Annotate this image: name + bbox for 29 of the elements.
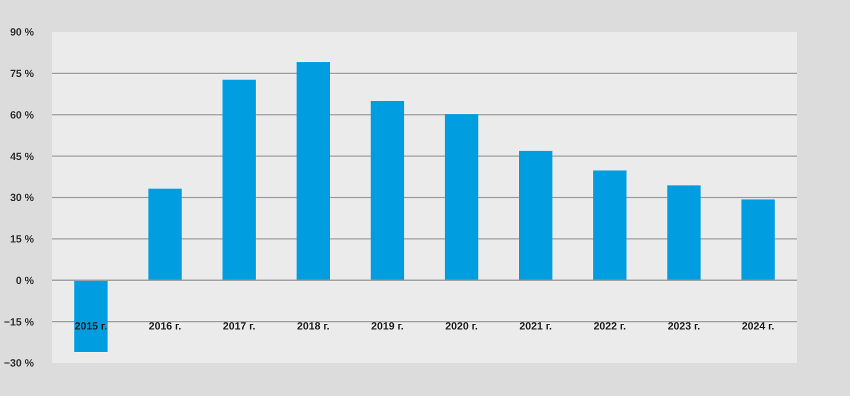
x-tick-label: 2024 г.: [742, 320, 774, 332]
y-tick-label: 15 %: [10, 234, 35, 246]
bar: [444, 114, 478, 280]
bar: [74, 280, 108, 352]
y-tick-label: 45 %: [10, 150, 35, 163]
y-tick-label: 30 %: [10, 192, 35, 204]
x-tick-label: 2022 г.: [594, 320, 626, 332]
y-tick-label: 90 %: [10, 26, 35, 39]
y-tick-label: −15 %: [4, 316, 35, 328]
bar: [667, 185, 701, 280]
bar: [519, 150, 552, 280]
bar: [593, 170, 626, 280]
x-tick-label: 2015 г.: [74, 320, 108, 332]
bar: [222, 80, 256, 280]
bar: [148, 188, 182, 280]
y-tick-label: 60 %: [10, 109, 35, 122]
bar: [741, 199, 775, 280]
x-tick-label: 2016 г.: [148, 320, 182, 332]
x-tick-label: 2019 г.: [371, 320, 404, 332]
y-tick-label: 0 %: [16, 274, 35, 287]
y-tick-label: 75 %: [10, 68, 35, 80]
x-tick-label: 2021 г.: [519, 320, 552, 332]
x-tick-label: 2017 г.: [222, 320, 256, 332]
y-tick-label: −30 %: [4, 358, 35, 370]
bar: [370, 100, 404, 280]
bar: [296, 62, 330, 280]
x-tick-label: 2020 г.: [445, 320, 478, 332]
x-tick-label: 2018 г.: [297, 320, 330, 332]
x-tick-label: 2023 г.: [668, 320, 700, 332]
